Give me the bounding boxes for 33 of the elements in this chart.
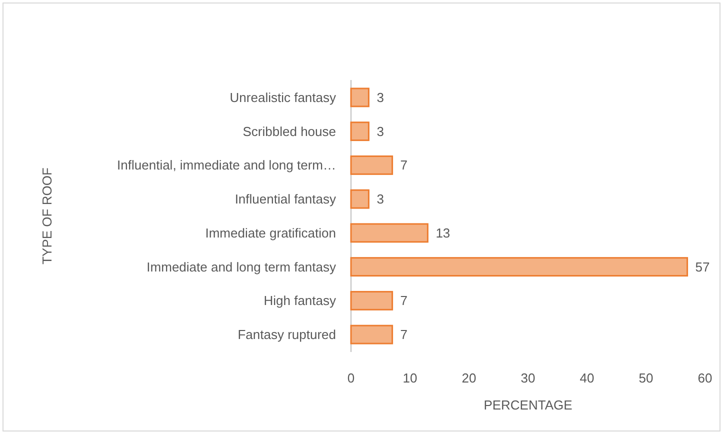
- data-label: 7: [400, 293, 408, 308]
- x-tick-label: 10: [402, 370, 418, 386]
- bar: [350, 88, 370, 108]
- bar: [350, 155, 394, 175]
- bar: [350, 324, 394, 344]
- y-tick-label: Influential fantasy: [234, 192, 336, 207]
- y-tick-label: Immediate and long term fantasy: [146, 259, 336, 274]
- y-tick-label: High fantasy: [264, 293, 336, 308]
- y-tick-label: Influential, immediate and long term…: [117, 158, 336, 173]
- x-axis-title: PERCENTAGE: [484, 398, 573, 413]
- x-tick-label: 0: [347, 370, 355, 386]
- data-label: 7: [400, 158, 408, 173]
- x-tick-label: 60: [698, 370, 712, 386]
- y-tick-label: Unrealistic fantasy: [230, 90, 336, 105]
- x-tick-label: 20: [462, 370, 476, 386]
- x-tick-label: 50: [638, 370, 654, 386]
- y-tick-label: Immediate gratification: [205, 225, 336, 240]
- data-label: 7: [400, 327, 408, 342]
- y-tick-label: Scribbled house: [242, 124, 336, 139]
- bar: [350, 290, 394, 310]
- x-tick-label: 30: [520, 370, 536, 386]
- data-label: 3: [376, 124, 384, 139]
- bar: [350, 223, 428, 243]
- bar: [350, 257, 688, 277]
- data-label: 57: [695, 259, 710, 274]
- y-tick-label: Fantasy ruptured: [238, 327, 336, 342]
- data-label: 13: [436, 225, 450, 240]
- data-label: 3: [376, 90, 384, 105]
- data-label: 3: [376, 192, 384, 207]
- x-tick-label: 40: [580, 370, 594, 386]
- bar: [350, 189, 370, 209]
- bar: [350, 122, 370, 142]
- y-axis-title: TYPE OF ROOF: [40, 168, 55, 264]
